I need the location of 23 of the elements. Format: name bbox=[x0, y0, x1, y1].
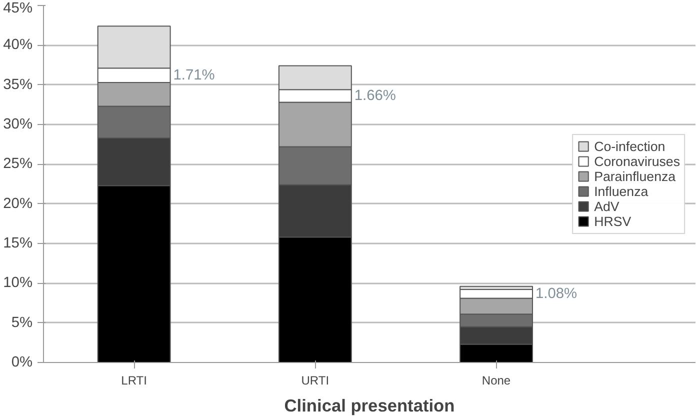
legend-label: Influenza bbox=[594, 184, 648, 198]
y-tick-label: 45% bbox=[3, 0, 33, 16]
x-tick-label: None bbox=[482, 374, 511, 388]
legend-label: Co-infection bbox=[594, 138, 666, 154]
legend-label: AdV bbox=[594, 198, 620, 214]
annotation: 1.71% bbox=[173, 67, 215, 84]
y-tick-label: 30% bbox=[3, 116, 33, 132]
y-tick-label: 5% bbox=[11, 314, 33, 331]
y-tick-label: 10% bbox=[3, 275, 33, 292]
legend-label: Coronaviruses bbox=[594, 154, 680, 168]
x-tick-label: LRTI bbox=[121, 374, 147, 388]
y-tick-label: 35% bbox=[3, 76, 33, 93]
x-axis-title: Clinical presentation bbox=[284, 396, 455, 416]
annotation: 1.66% bbox=[354, 88, 396, 104]
y-tick-label: 0% bbox=[11, 354, 33, 370]
y-tick-label: 40% bbox=[3, 37, 33, 54]
legend-label: HRSV bbox=[594, 214, 632, 228]
y-tick-label: 20% bbox=[3, 196, 33, 212]
legend-label: Parainfluenza bbox=[594, 168, 676, 184]
y-tick-label: 25% bbox=[3, 156, 33, 172]
x-tick-label: URTI bbox=[301, 374, 330, 388]
y-tick-label: 15% bbox=[3, 236, 33, 252]
annotation: 1.08% bbox=[536, 286, 578, 302]
